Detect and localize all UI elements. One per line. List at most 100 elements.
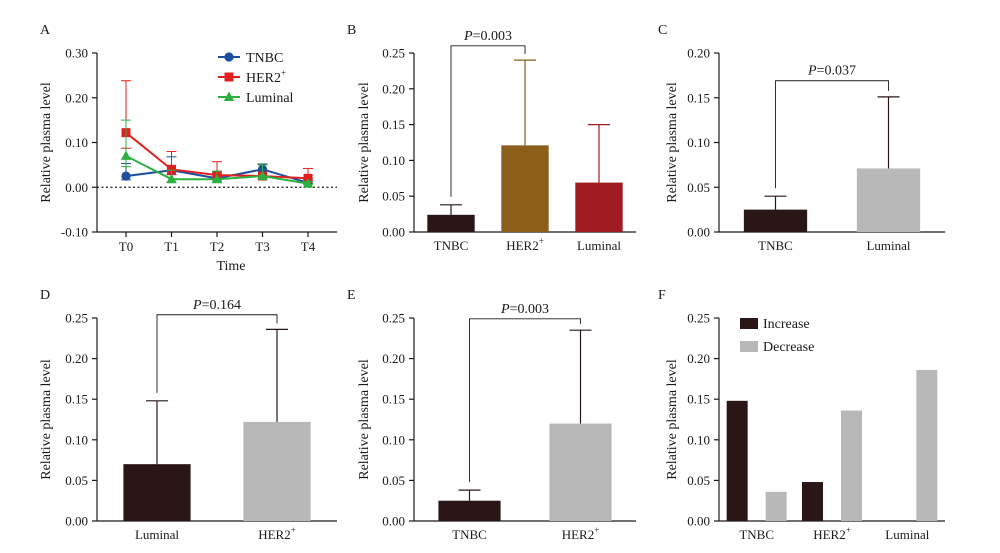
bar (575, 182, 623, 232)
y-tick-label: 0.00 (687, 514, 710, 529)
y-tick-label: -0.10 (61, 225, 88, 240)
bar-increase (726, 400, 748, 521)
data-point (257, 170, 268, 181)
y-tick-label: 0.20 (382, 81, 405, 96)
significance-bracket (775, 80, 889, 189)
y-tick-label: 0.15 (687, 90, 710, 105)
legend-label: TNBC (246, 51, 283, 66)
x-tick-label: TNBC (758, 238, 793, 253)
y-tick-label: 0.10 (382, 432, 405, 447)
y-tick-label: 0.00 (65, 180, 88, 195)
panel-a: -0.10 0.00 0.10 0.20 0.30 Relative plasma lev… (39, 23, 337, 274)
y-tick-label: 0.20 (65, 351, 88, 366)
x-tick-label: HER2+ (813, 525, 851, 542)
x-tick-label: TNBC (739, 527, 774, 542)
p-value-label: P=0.003 (500, 302, 549, 317)
bar (123, 464, 191, 521)
y-axis-label: Relative plasma level (39, 359, 54, 480)
legend-marker (223, 91, 235, 101)
legend-label: HER2+ (246, 68, 286, 86)
panel-letter: A (40, 23, 51, 38)
panel-letter: F (658, 288, 666, 303)
y-tick-label: 0.10 (687, 432, 710, 447)
y-tick-label: 0.05 (382, 473, 405, 488)
y-tick-label: 0.20 (687, 46, 710, 61)
y-tick-label: 0.05 (382, 189, 405, 204)
y-axis-label: Relative plasma level (665, 359, 680, 480)
legend-swatch (740, 318, 758, 329)
data-point (121, 171, 131, 181)
data-point (120, 150, 132, 160)
y-tick-label: 0.15 (382, 392, 405, 407)
y-tick-label: 0.00 (65, 514, 88, 529)
y-tick-label: 0.05 (687, 180, 710, 195)
panel-letter: C (658, 23, 667, 38)
y-tick-label: 0.05 (687, 473, 710, 488)
x-tick-label: TNBC (434, 238, 469, 253)
significance-bracket (469, 318, 581, 483)
y-tick-label: 0.25 (382, 311, 405, 326)
x-tick-label: HER2+ (506, 236, 544, 253)
x-tick-label: T4 (301, 239, 316, 254)
x-tick-label: T1 (164, 239, 178, 254)
bar-decrease (841, 410, 862, 521)
bar-decrease (765, 491, 787, 521)
bar-decrease (916, 369, 938, 521)
y-axis-label: Relative plasma level (357, 359, 372, 480)
data-point (166, 173, 177, 184)
legend-marker (224, 72, 234, 82)
y-axis-label: Relative plasma level (665, 82, 680, 203)
y-tick-label: 0.25 (687, 311, 710, 326)
x-tick-label: Luminal (885, 527, 929, 542)
panel-f: 0.00 0.05 0.10 0.15 0.20 0.25 Relative plasma … (658, 288, 945, 542)
y-tick-label: 0.20 (65, 90, 88, 105)
p-value-label: P=0.164 (192, 298, 241, 313)
panel-d: 0.00 0.05 0.10 0.15 0.20 0.25 Relative plasma … (39, 288, 337, 542)
y-tick-label: 0.25 (65, 311, 88, 326)
panel-e: 0.00 0.05 0.10 0.15 0.20 0.25 Relative plasma … (347, 288, 636, 542)
y-tick-label: 0.10 (382, 153, 405, 168)
significance-bracket (450, 45, 526, 197)
y-tick-label: 0.20 (687, 351, 710, 366)
x-tick-label: HER2+ (562, 525, 600, 542)
y-tick-label: 0.10 (687, 135, 710, 150)
y-tick-label: 0.00 (382, 514, 405, 529)
bar (743, 209, 808, 232)
bar (856, 168, 921, 232)
panel-c: 0.00 0.05 0.10 0.15 0.20 Relative plasma leve… (658, 23, 945, 253)
x-tick-label: HER2+ (258, 525, 296, 542)
y-tick-label: 0.00 (687, 225, 710, 240)
x-tick-label: TNBC (452, 527, 487, 542)
bar (243, 421, 311, 521)
y-tick-label: 0.10 (65, 135, 88, 150)
y-tick-label: 0.10 (65, 432, 88, 447)
significance-bracket (156, 314, 278, 393)
bar (438, 500, 501, 521)
panel-letter: B (347, 23, 356, 38)
bar-increase (802, 482, 823, 521)
y-tick-label: 0.25 (382, 46, 405, 61)
panel-b: 0.00 0.05 0.10 0.15 0.20 0.25 Relative plasma … (347, 23, 636, 253)
y-tick-label: 0.15 (65, 392, 88, 407)
y-axis-label: Relative plasma level (357, 82, 372, 203)
p-value-label: P=0.037 (807, 64, 856, 79)
x-tick-label: Luminal (577, 238, 621, 253)
p-value-label: P=0.003 (463, 29, 512, 44)
panel-letter: E (347, 288, 356, 303)
x-tick-label: T3 (255, 239, 269, 254)
legend-label: Decrease (763, 340, 814, 355)
bar (501, 145, 549, 232)
y-tick-label: 0.05 (65, 473, 88, 488)
x-tick-label: Luminal (135, 527, 179, 542)
legend-marker (224, 52, 234, 62)
x-tick-label: T0 (119, 239, 133, 254)
data-point (167, 164, 176, 174)
legend-label: Luminal (246, 91, 294, 106)
y-tick-label: 0.15 (687, 392, 710, 407)
y-axis-label: Relative plasma level (39, 82, 54, 203)
data-point (211, 173, 223, 184)
y-tick-label: 0.00 (382, 225, 405, 240)
data-point (302, 178, 314, 188)
y-tick-label: 0.30 (65, 46, 88, 61)
